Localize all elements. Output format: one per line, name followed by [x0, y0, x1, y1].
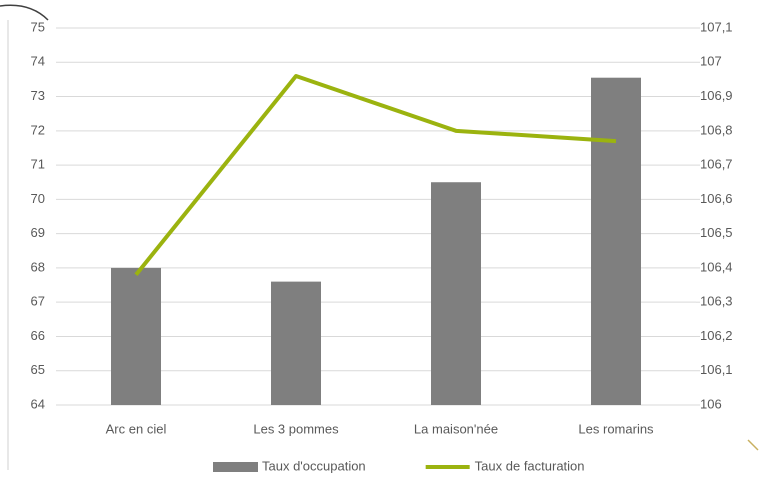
bar — [431, 182, 481, 405]
y2-tick-label: 106,9 — [700, 88, 733, 103]
x-tick-label: Arc en ciel — [106, 421, 167, 436]
y-tick-label: 75 — [31, 19, 45, 34]
y2-tick-label: 106,1 — [700, 362, 733, 377]
y2-tick-label: 107 — [700, 54, 722, 69]
x-tick-label: Les 3 pommes — [253, 421, 339, 436]
decoration-arc — [0, 4, 49, 21]
y-tick-label: 69 — [31, 225, 45, 240]
y-tick-label: 70 — [31, 191, 45, 206]
y-tick-label: 66 — [31, 328, 45, 343]
y2-tick-label: 106,5 — [700, 225, 733, 240]
line — [134, 73, 617, 277]
y2-tick-label: 106,3 — [700, 294, 733, 309]
y-tick-label: 71 — [31, 157, 45, 172]
y-tick-label: 73 — [31, 88, 45, 103]
y-tick-label: 65 — [31, 362, 45, 377]
x-tick-label: La maison'née — [414, 421, 498, 436]
y-tick-label: 72 — [31, 122, 45, 137]
y-tick-label: 67 — [31, 294, 45, 309]
y2-tick-label: 106,6 — [700, 191, 733, 206]
y-tick-label: 74 — [31, 54, 45, 69]
decoration-mark — [747, 439, 759, 451]
y2-tick-label: 106,7 — [700, 157, 733, 172]
y2-tick-label: 106,2 — [700, 328, 733, 343]
legend-label: Taux de facturation — [475, 458, 585, 473]
y-tick-label: 64 — [31, 396, 45, 411]
y2-tick-label: 106,4 — [700, 259, 733, 274]
y2-tick-label: 106,8 — [700, 122, 733, 137]
y2-tick-label: 107,1 — [700, 19, 733, 34]
bar — [271, 281, 321, 405]
bar — [591, 77, 641, 405]
y2-tick-label: 106 — [700, 396, 722, 411]
y-tick-label: 68 — [31, 259, 45, 274]
legend-swatch — [213, 462, 258, 472]
bar — [111, 267, 161, 405]
x-tick-label: Les romarins — [578, 421, 654, 436]
legend-label: Taux d'occupation — [262, 458, 366, 473]
